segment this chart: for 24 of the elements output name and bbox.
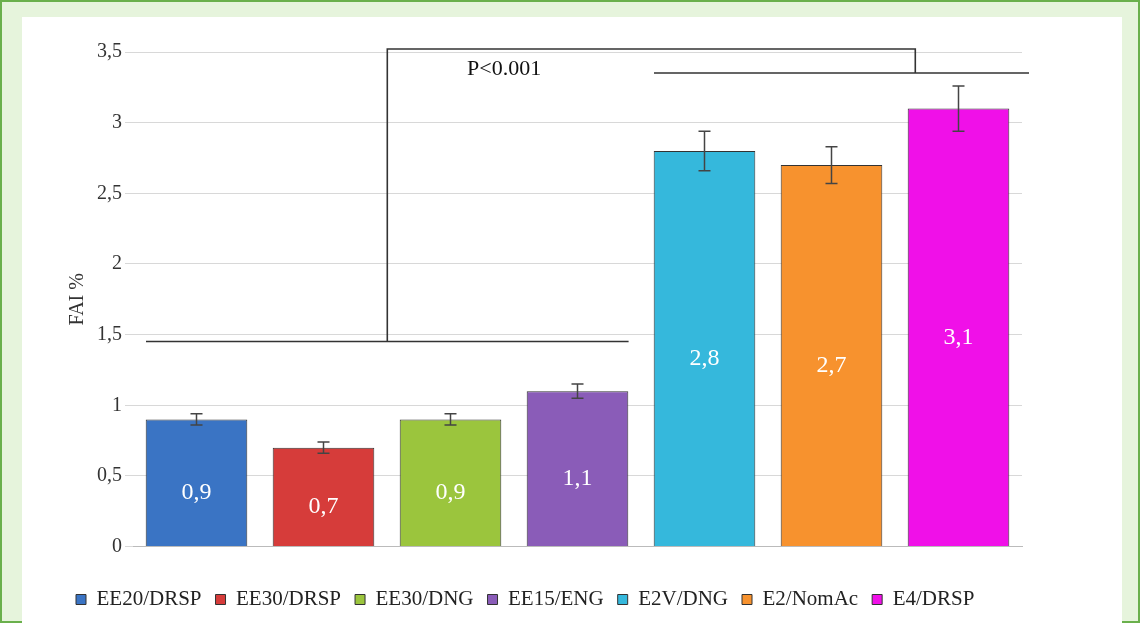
legend-label: E2V/DNG [638,586,728,611]
y-tick-label: 3 [112,109,122,132]
y-tick-label: 1 [112,392,122,415]
data-label: 2,8 [689,344,720,371]
data-label: 2,7 [816,351,847,378]
legend-label: EE20/DRSP [96,586,202,611]
data-label: 0,9 [435,478,466,505]
y-tick-label: 1,5 [97,321,122,344]
y-tick-label: 0,5 [97,463,122,486]
legend-label: EE15/ENG [508,586,604,611]
legend-label: EE30/DRSP [236,586,342,611]
annotation: P<0.001 [467,55,542,82]
y-tick-label: 2,5 [97,180,122,203]
y-axis-title: FAI % [65,273,88,326]
y-tick-label: 0 [112,533,122,556]
data-label: 3,1 [943,322,974,349]
data-label: 1,1 [562,464,593,491]
legend-label: E4/DRSP [892,586,975,611]
legend-label: EE30/DNG [375,586,474,611]
y-tick-label: 3,5 [97,39,122,62]
legend-label: E2/NomAc [762,586,859,611]
y-tick-label: 2 [112,251,122,274]
data-label: 0,9 [181,478,212,505]
data-label: 0,7 [308,492,339,519]
